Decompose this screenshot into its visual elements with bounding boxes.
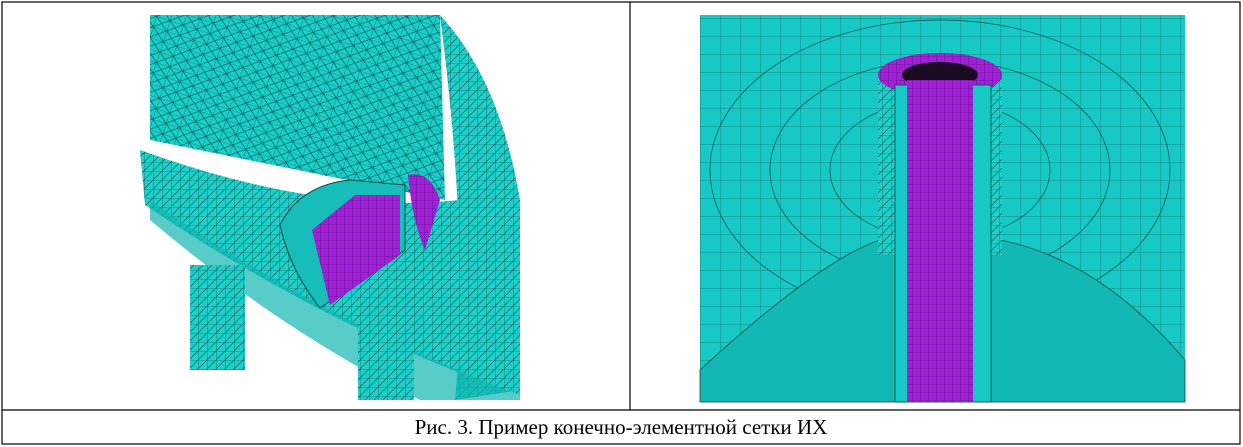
leg: [190, 265, 245, 370]
leg: [358, 300, 414, 400]
figure-caption: Рис. 3. Пример конечно-элементной сетки …: [415, 415, 828, 439]
left-mesh-image: [140, 15, 520, 400]
inner-tube: [907, 80, 973, 402]
right-mesh-image: [700, 15, 1185, 402]
figure: Рис. 3. Пример конечно-элементной сетки …: [0, 0, 1243, 447]
